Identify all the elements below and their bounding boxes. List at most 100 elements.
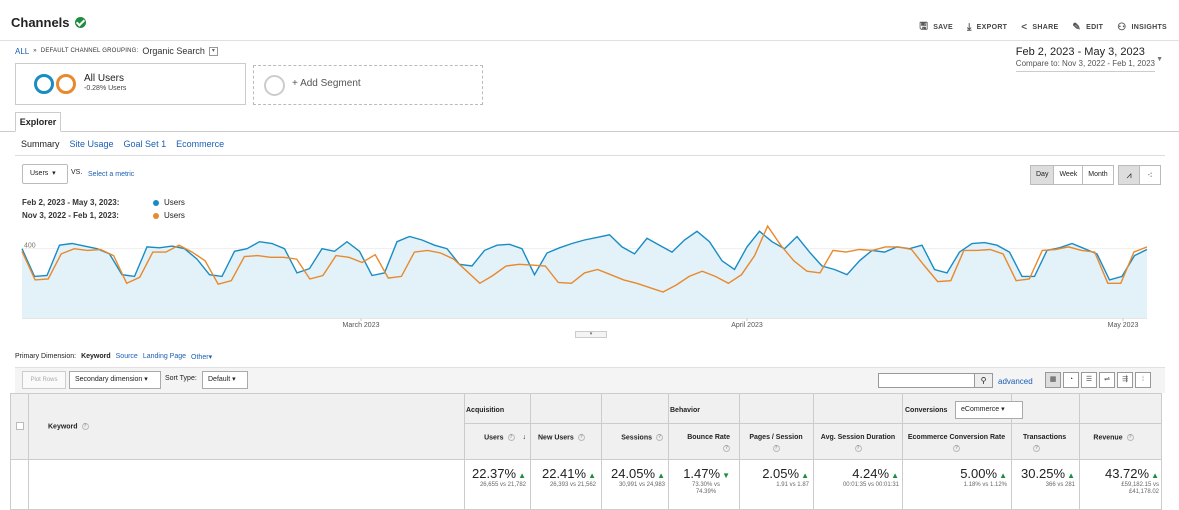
- help-icon[interactable]: ?: [854, 445, 862, 452]
- total-avg-session-duration: 4.24% ▲ 00:01:35 vs 00:01:31: [842, 466, 899, 488]
- col-bounce-rate[interactable]: Bounce Rate?: [687, 434, 730, 452]
- sort-type-select[interactable]: Default ▾: [202, 371, 248, 389]
- segment-ring-compare-icon: [56, 74, 76, 94]
- legend-dot-current-icon: [153, 199, 159, 206]
- subtab-summary[interactable]: Summary: [21, 139, 60, 149]
- up-arrow-icon: ▲: [657, 471, 665, 480]
- breadcrumb-all-link[interactable]: ALL: [15, 46, 30, 56]
- help-icon[interactable]: ?: [953, 445, 960, 452]
- col-sessions[interactable]: Sessions?: [621, 434, 663, 442]
- term-cloud-view-icon[interactable]: ⇶: [1117, 372, 1133, 388]
- page-title-text: Channels: [11, 15, 70, 30]
- series-area-current: [22, 231, 1147, 318]
- save-button[interactable]: 🖫 SAVE: [919, 19, 953, 36]
- advanced-filter-link[interactable]: advanced: [998, 377, 1033, 386]
- pie-view-icon[interactable]: ◔: [1063, 372, 1079, 388]
- help-icon[interactable]: ?: [772, 445, 780, 452]
- date-range-picker[interactable]: Feb 2, 2023 - May 3, 2023 Compare to: No…: [1015, 46, 1155, 72]
- motion-chart-icon[interactable]: ⁖: [1139, 165, 1161, 185]
- help-icon[interactable]: ?: [1033, 445, 1040, 452]
- col-transactions[interactable]: Transactions?: [1023, 434, 1067, 452]
- col-divider: [668, 394, 669, 510]
- export-button[interactable]: ⤓ EXPORT: [966, 22, 1008, 33]
- add-segment-button[interactable]: + Add Segment: [253, 65, 483, 105]
- help-icon[interactable]: ?: [723, 445, 730, 452]
- date-range-underline: [1015, 71, 1155, 72]
- help-icon[interactable]: ?: [1126, 434, 1134, 441]
- export-icon: ⤓: [966, 22, 972, 33]
- segment-name: All Users: [84, 73, 125, 84]
- chart-type-buttons: ⩘ ⁖: [1118, 165, 1161, 185]
- col-divider: [902, 394, 903, 510]
- granularity-day-button[interactable]: Day: [1030, 165, 1055, 185]
- subtab-goal-set-1[interactable]: Goal Set 1: [123, 139, 167, 149]
- total-users: 22.37% ▲ 26,655 vs 21,782: [471, 466, 526, 488]
- up-arrow-icon: ▲: [1067, 471, 1075, 480]
- col-avg-session-duration[interactable]: Avg. Session Duration?: [820, 434, 896, 452]
- secondary-dimension-select[interactable]: Secondary dimension ▾: [69, 371, 161, 389]
- help-icon[interactable]: ?: [81, 423, 89, 430]
- help-icon[interactable]: ?: [656, 434, 663, 441]
- table-search-input[interactable]: [878, 373, 975, 388]
- chart-resize-handle[interactable]: ▾: [575, 331, 607, 338]
- segment-ring-current-icon: [34, 74, 54, 94]
- help-icon[interactable]: ?: [577, 434, 585, 441]
- breadcrumb-separator: »: [33, 48, 37, 54]
- granularity-week-button[interactable]: Week: [1053, 165, 1084, 185]
- col-new-users[interactable]: New Users?: [538, 434, 585, 442]
- conversions-select[interactable]: eCommerce ▾: [955, 401, 1023, 419]
- segment-all-users[interactable]: All Users -0.28% Users: [15, 63, 246, 105]
- edit-icon: ✎: [1072, 22, 1082, 33]
- up-arrow-icon: ▲: [891, 471, 899, 480]
- series-line-compare: [21, 224, 1148, 293]
- dimension-keyword[interactable]: Keyword: [81, 353, 111, 360]
- tab-explorer[interactable]: Explorer: [15, 112, 61, 132]
- down-arrow-icon: ▼: [722, 471, 730, 480]
- plot-rows-button[interactable]: Plot Rows: [22, 371, 66, 389]
- chevron-down-icon: ▾: [144, 376, 148, 383]
- col-divider: [739, 394, 740, 510]
- series-line-current: [21, 230, 1148, 281]
- segment-change: -0.28% Users: [84, 85, 127, 92]
- total-pages-session: 2.05% ▲ 1.91 vs 1.87: [762, 466, 809, 488]
- granularity-month-button[interactable]: Month: [1082, 165, 1114, 185]
- share-button[interactable]: < SHARE: [1021, 22, 1059, 33]
- breadcrumb-dropdown-icon[interactable]: ▾: [208, 46, 218, 56]
- metric-select[interactable]: Users ▾: [22, 164, 68, 184]
- x-tick-label: May 2023: [1108, 322, 1139, 329]
- keyword-header[interactable]: Keyword?: [48, 423, 89, 431]
- col-revenue[interactable]: Revenue?: [1093, 434, 1134, 442]
- search-icon[interactable]: ⚲: [974, 373, 993, 388]
- col-divider: [464, 394, 465, 510]
- insights-button[interactable]: ⚇ INSIGHTS: [1117, 22, 1167, 33]
- line-chart-icon[interactable]: ⩘: [1118, 165, 1140, 185]
- data-table-view-icon[interactable]: ▦: [1045, 372, 1061, 388]
- total-bounce-rate: 1.47% ▼ 73.30% vs 74.39%: [683, 466, 730, 495]
- group-divider: [464, 423, 1161, 424]
- edit-button[interactable]: ✎ EDIT: [1072, 22, 1104, 33]
- date-range-compare: Compare to: Nov 3, 2022 - Feb 1, 2023: [1015, 59, 1155, 68]
- col-ecommerce-conversion-rate[interactable]: Ecommerce Conversion Rate?: [907, 434, 1006, 452]
- subtab-divider: [15, 155, 1165, 156]
- select-metric-link[interactable]: Select a metric: [88, 171, 135, 178]
- select-all-checkbox[interactable]: [16, 422, 24, 430]
- date-range-primary: Feb 2, 2023 - May 3, 2023: [1015, 46, 1145, 58]
- x-tick-label: April 2023: [731, 322, 763, 329]
- comparison-view-icon[interactable]: ⇌: [1099, 372, 1115, 388]
- total-sessions: 24.05% ▲ 30,991 vs 24,983: [610, 466, 665, 488]
- col-pages-session[interactable]: Pages / Session?: [749, 434, 803, 452]
- sort-arrow-down-icon[interactable]: ↓: [522, 434, 527, 442]
- help-icon[interactable]: ?: [507, 434, 515, 441]
- performance-view-icon[interactable]: ☰: [1081, 372, 1097, 388]
- subtab-ecommerce[interactable]: Ecommerce: [176, 139, 225, 149]
- col-users[interactable]: Users? ↓: [484, 434, 527, 442]
- subtab-site-usage[interactable]: Site Usage: [69, 139, 114, 149]
- dimension-other[interactable]: Other▾: [191, 354, 213, 361]
- dimension-source[interactable]: Source: [115, 353, 138, 360]
- dimension-landing-page[interactable]: Landing Page: [142, 353, 187, 360]
- total-transactions: 30.25% ▲ 366 vs 281: [1020, 466, 1075, 488]
- pivot-view-icon[interactable]: ⦙: [1135, 372, 1151, 388]
- date-range-caret-icon[interactable]: ▼: [1156, 56, 1163, 63]
- report-toolbar: 🖫 SAVE ⤓ EXPORT < SHARE ✎ EDIT ⚇ INSIGHTS: [919, 19, 1167, 36]
- page-title: Channels: [11, 15, 86, 30]
